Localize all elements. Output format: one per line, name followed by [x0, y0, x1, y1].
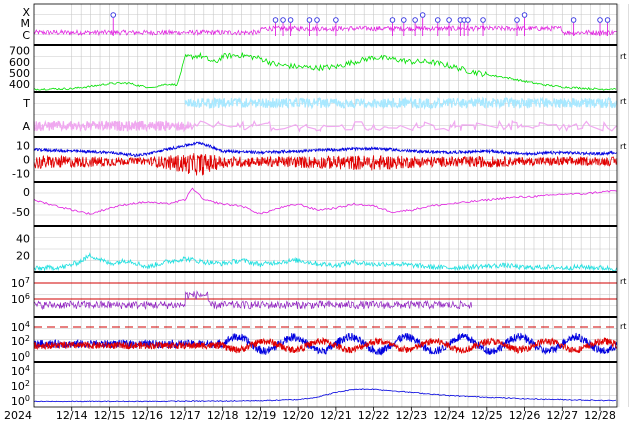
wind-speed-tick-label: 700 — [9, 45, 30, 58]
comp-a-series — [33, 119, 617, 133]
x-tick-label: 12/24 — [433, 409, 465, 422]
flare-level-label: C — [22, 29, 30, 42]
flare-marker — [480, 17, 486, 23]
x-tick-label: 12/20 — [282, 409, 314, 422]
flare-marker — [314, 17, 320, 23]
proton-flux-line — [33, 290, 473, 311]
bfield-tick-label: -10 — [12, 168, 30, 181]
bfield-rt-label: rt — [620, 142, 626, 151]
flare-marker — [570, 17, 577, 23]
ae-tick-label: 20 — [16, 249, 30, 262]
x-tick-label: 12/16 — [131, 409, 163, 422]
flare-level-label: M — [21, 17, 31, 30]
xray-rt-label: rt — [620, 322, 626, 331]
flare-marker — [110, 12, 116, 18]
x-tick-label: 12/21 — [320, 409, 352, 422]
flare-marker — [280, 17, 286, 23]
wind-speed-line — [33, 51, 617, 91]
flare-flux-line — [33, 24, 617, 37]
wind-speed-tick-label: 600 — [9, 56, 30, 69]
flare-marker — [401, 17, 407, 23]
flare-marker — [333, 17, 339, 23]
flare-level-label: X — [22, 6, 30, 19]
xray-red-line — [33, 336, 617, 354]
flare-marker — [287, 17, 294, 23]
wind-speed-tick-label: 400 — [9, 78, 30, 91]
bfield-bt-line — [33, 141, 617, 158]
dst-tick-label: 0 — [23, 186, 30, 199]
bfield-bz-line — [33, 153, 618, 176]
comp-t-series — [184, 95, 617, 111]
flare-marker — [446, 17, 452, 23]
flare-marker — [272, 17, 279, 23]
ae-line — [33, 252, 617, 272]
x-tick-label: 12/26 — [509, 409, 541, 422]
dst-tick-label: -50 — [12, 206, 30, 219]
x-tick-label: 12/27 — [546, 409, 578, 422]
flare-marker — [412, 17, 418, 23]
x-tick-label: 12/22 — [358, 409, 390, 422]
comp-label-t: T — [22, 97, 30, 110]
x-tick-label: 12/17 — [169, 409, 201, 422]
x-tick-label: 12/18 — [207, 409, 239, 422]
flare-marker — [306, 17, 313, 23]
comp-rt-label: rt — [620, 97, 626, 106]
proton-rt-label: rt — [620, 277, 626, 286]
x-tick-label: 12/19 — [245, 409, 277, 422]
dst-line — [33, 187, 617, 215]
x-tick-label: 12/14 — [56, 409, 88, 422]
flare-marker — [465, 17, 471, 23]
bfield-tick-label: 10 — [16, 139, 30, 152]
x-tick-label: 12/23 — [395, 409, 427, 422]
comp-label-a: A — [22, 120, 30, 133]
flare-marker — [521, 12, 528, 18]
flare-marker — [514, 17, 520, 23]
flare-marker — [597, 17, 603, 23]
x-start-year-label: 2024 — [4, 409, 32, 422]
x-tick-label: 12/15 — [94, 409, 126, 422]
flare-marker — [389, 17, 396, 23]
flare-marker — [604, 17, 611, 23]
bfield-tick-label: 0 — [23, 154, 30, 167]
wind-speed-rt-label: rt — [620, 52, 626, 61]
flare-marker — [435, 17, 441, 23]
density-line — [33, 388, 616, 403]
ae-tick-label: 40 — [16, 233, 30, 246]
wind-speed-tick-label: 500 — [9, 67, 30, 80]
x-tick-label: 12/28 — [584, 409, 616, 422]
flare-marker — [419, 12, 426, 18]
x-tick-label: 12/25 — [471, 409, 503, 422]
